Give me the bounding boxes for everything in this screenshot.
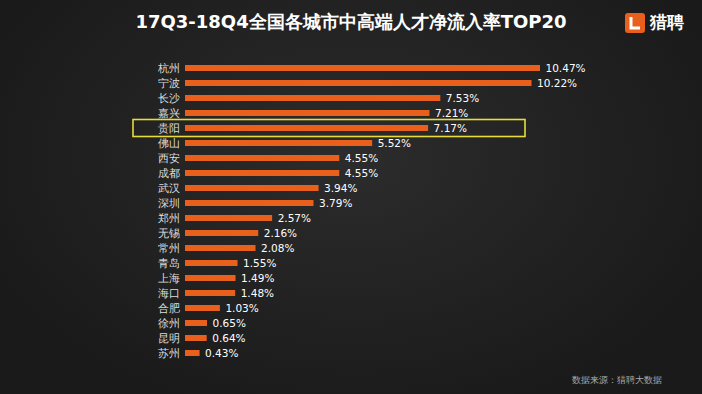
- svg-text:2.08%: 2.08%: [261, 242, 294, 254]
- svg-text:青岛: 青岛: [158, 257, 180, 270]
- svg-text:嘉兴: 嘉兴: [158, 107, 180, 120]
- svg-text:7.21%: 7.21%: [435, 107, 468, 119]
- svg-text:7.53%: 7.53%: [446, 92, 479, 104]
- svg-text:深圳: 深圳: [158, 197, 180, 210]
- svg-text:1.55%: 1.55%: [243, 257, 276, 269]
- svg-text:杭州: 杭州: [157, 62, 180, 75]
- html-text:17Q3-18Q4全国各城市中高端人才净流入率TOP20: 17Q3-18Q4全国各城市中高端人才净流入率TOP20: [135, 11, 567, 32]
- svg-text:1.03%: 1.03%: [225, 302, 258, 314]
- svg-text:常州: 常州: [158, 242, 180, 255]
- svg-text:0.64%: 0.64%: [212, 332, 245, 344]
- svg-text:无锡: 无锡: [158, 227, 180, 240]
- svg-text:3.79%: 3.79%: [319, 197, 352, 209]
- svg-text:3.94%: 3.94%: [324, 182, 357, 194]
- svg-text:成都: 成都: [158, 167, 180, 180]
- svg-text:武汉: 武汉: [158, 182, 180, 195]
- svg-text:西安: 西安: [158, 152, 180, 165]
- svg-text:佛山: 佛山: [158, 137, 180, 150]
- svg-text:1.48%: 1.48%: [241, 287, 274, 299]
- svg-text:2.16%: 2.16%: [264, 227, 297, 239]
- svg-text:5.52%: 5.52%: [378, 137, 411, 149]
- svg-text:长沙: 长沙: [158, 92, 180, 105]
- svg-text:徐州: 徐州: [158, 317, 180, 330]
- svg-text:4.55%: 4.55%: [345, 167, 378, 179]
- svg-text:上海: 上海: [158, 272, 180, 285]
- svg-text:合肥: 合肥: [158, 302, 180, 315]
- html-text:猎聘: 猎聘: [650, 12, 684, 32]
- svg-text:0.65%: 0.65%: [213, 317, 246, 329]
- svg-text:海口: 海口: [158, 287, 180, 300]
- svg-text:贵阳: 贵阳: [158, 122, 180, 135]
- svg-text:郑州: 郑州: [158, 212, 180, 225]
- svg-text:10.22%: 10.22%: [537, 77, 577, 89]
- svg-text:宁波: 宁波: [158, 77, 180, 90]
- svg-text:1.49%: 1.49%: [241, 272, 274, 284]
- html-text:数据来源：猎聘大数据: 数据来源：猎聘大数据: [572, 375, 662, 385]
- svg-text:4.55%: 4.55%: [345, 152, 378, 164]
- svg-text:昆明: 昆明: [158, 332, 180, 345]
- svg-text:7.17%: 7.17%: [434, 122, 467, 134]
- svg-text:2.57%: 2.57%: [278, 212, 311, 224]
- svg-text:0.43%: 0.43%: [205, 347, 238, 359]
- svg-text:苏州: 苏州: [158, 347, 180, 360]
- svg-text:10.47%: 10.47%: [546, 62, 586, 74]
